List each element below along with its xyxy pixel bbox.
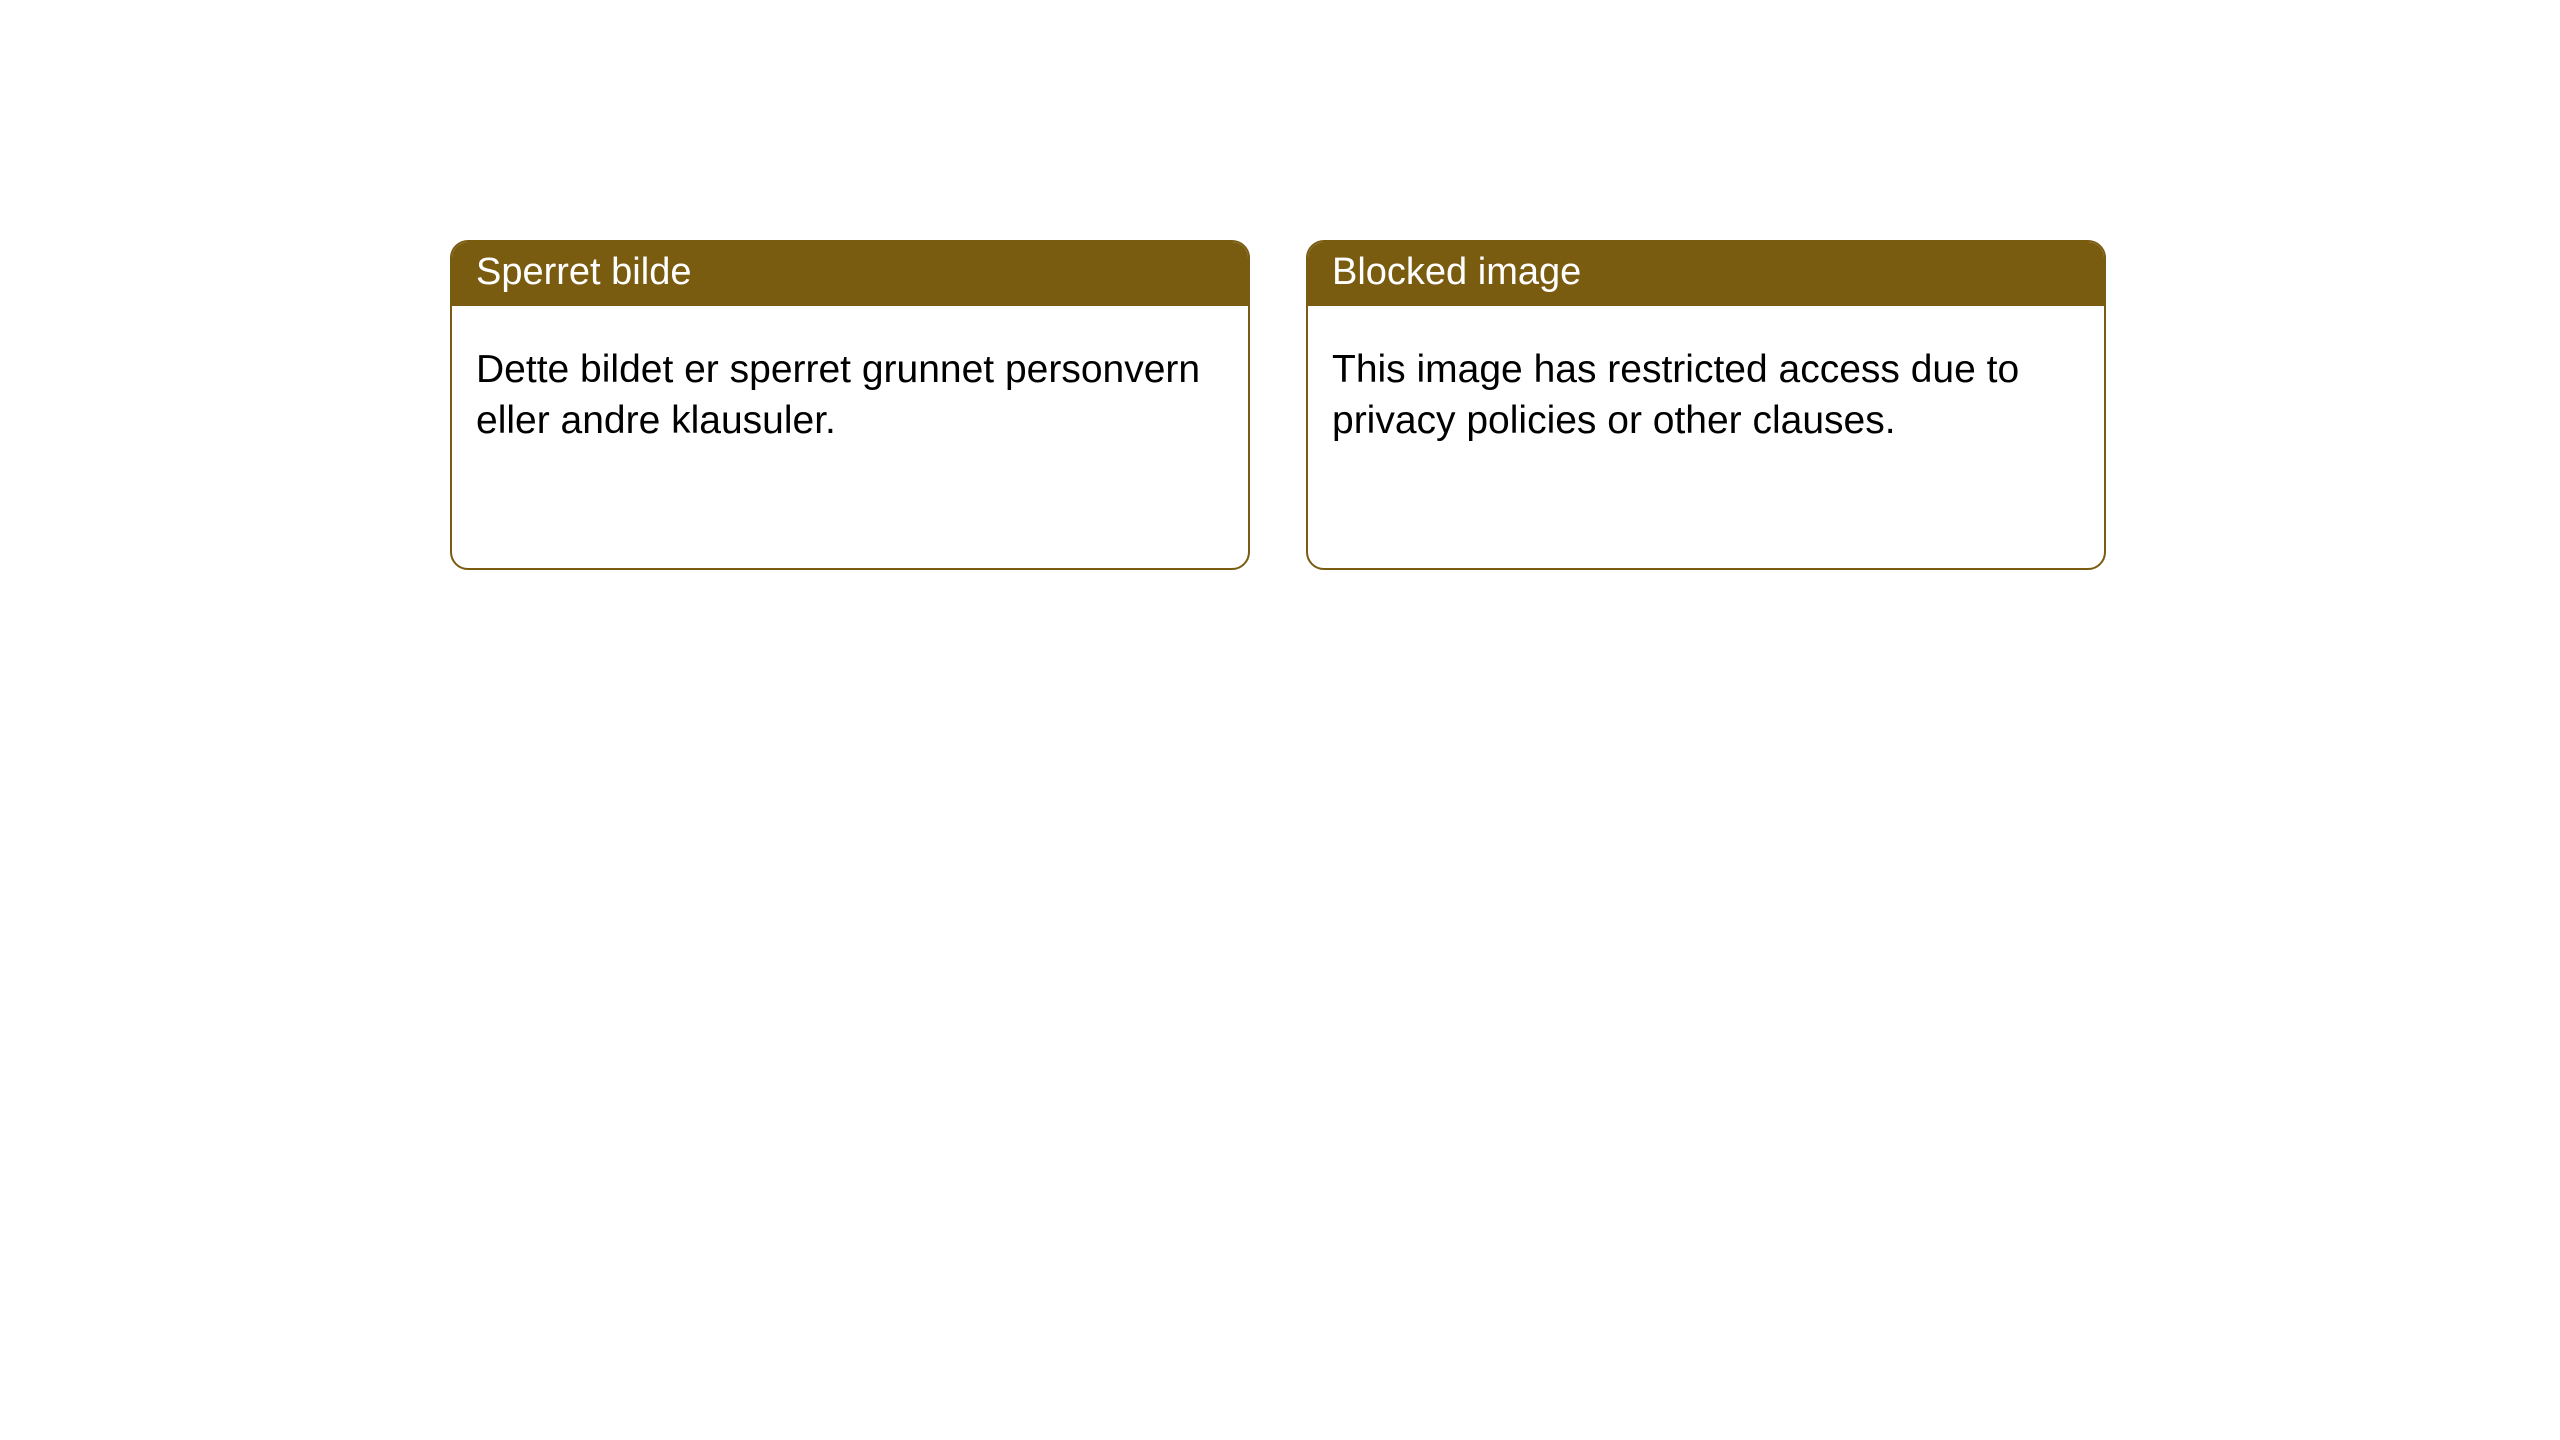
card-header: Blocked image <box>1308 242 2104 306</box>
notice-card-norwegian: Sperret bilde Dette bildet er sperret gr… <box>450 240 1250 570</box>
card-body-text: This image has restricted access due to … <box>1332 348 2019 442</box>
card-title: Blocked image <box>1332 251 1581 293</box>
card-header: Sperret bilde <box>452 242 1248 306</box>
notice-card-english: Blocked image This image has restricted … <box>1306 240 2106 570</box>
card-body-text: Dette bildet er sperret grunnet personve… <box>476 348 1200 442</box>
card-body: This image has restricted access due to … <box>1308 306 2104 471</box>
card-body: Dette bildet er sperret grunnet personve… <box>452 306 1248 471</box>
card-title: Sperret bilde <box>476 251 691 293</box>
notice-container: Sperret bilde Dette bildet er sperret gr… <box>0 0 2560 570</box>
